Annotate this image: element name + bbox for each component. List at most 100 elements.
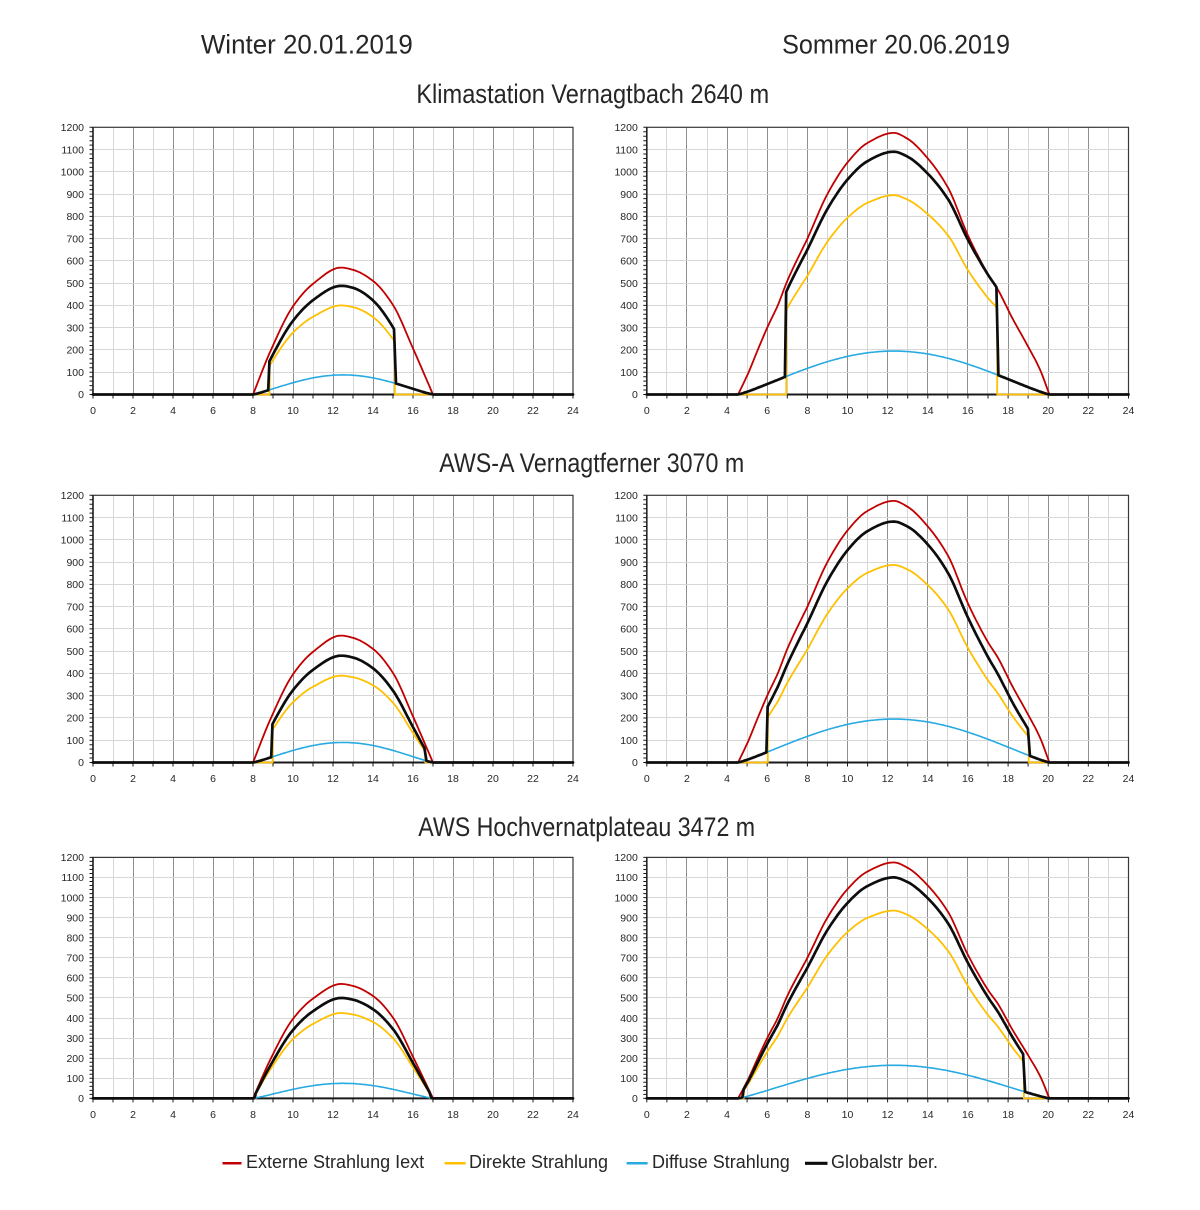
svg-text:14: 14 [922,773,934,785]
svg-text:0: 0 [90,773,96,785]
svg-text:24: 24 [1123,405,1135,417]
svg-text:18: 18 [1002,405,1014,417]
svg-text:16: 16 [962,405,974,417]
svg-text:900: 900 [66,557,84,569]
svg-text:200: 200 [620,1053,638,1065]
svg-text:400: 400 [66,1013,84,1025]
svg-text:16: 16 [962,773,974,785]
svg-text:20: 20 [1042,1109,1054,1121]
svg-text:500: 500 [66,278,84,290]
svg-text:1100: 1100 [615,512,638,524]
svg-text:6: 6 [764,1109,770,1121]
svg-text:16: 16 [407,773,419,785]
svg-text:100: 100 [66,1073,84,1085]
svg-text:14: 14 [367,405,379,417]
svg-text:14: 14 [367,1109,379,1121]
svg-text:1000: 1000 [61,892,85,904]
svg-text:1100: 1100 [61,872,84,884]
svg-text:100: 100 [620,735,638,747]
svg-text:700: 700 [620,601,638,613]
svg-text:100: 100 [66,735,84,747]
svg-text:8: 8 [250,405,256,417]
svg-text:400: 400 [620,1013,638,1025]
svg-text:100: 100 [620,367,638,379]
svg-text:0: 0 [78,389,84,401]
svg-text:22: 22 [527,1109,539,1121]
svg-text:6: 6 [210,773,216,785]
svg-text:4: 4 [170,405,176,417]
svg-text:0: 0 [644,773,650,785]
svg-text:2: 2 [684,405,690,417]
svg-text:20: 20 [487,1109,499,1121]
svg-text:1200: 1200 [614,490,638,502]
svg-text:18: 18 [1002,773,1014,785]
svg-text:Externe Strahlung Iext: Externe Strahlung Iext [246,1152,424,1172]
svg-text:700: 700 [66,233,84,245]
svg-text:1000: 1000 [614,535,638,547]
svg-text:10: 10 [287,1109,299,1121]
svg-text:500: 500 [620,646,638,658]
svg-text:8: 8 [250,1109,256,1121]
svg-text:22: 22 [1082,1109,1094,1121]
svg-text:4: 4 [170,773,176,785]
svg-text:18: 18 [1002,1109,1014,1121]
svg-text:24: 24 [1123,773,1135,785]
svg-text:14: 14 [367,773,379,785]
svg-text:200: 200 [620,713,638,725]
svg-text:700: 700 [66,601,84,613]
svg-text:600: 600 [66,624,84,636]
svg-text:1200: 1200 [61,852,85,864]
svg-text:1200: 1200 [614,122,638,134]
svg-text:0: 0 [90,1109,96,1121]
svg-text:600: 600 [620,256,638,268]
svg-text:1200: 1200 [61,490,85,502]
svg-text:10: 10 [842,405,854,417]
svg-text:6: 6 [210,1109,216,1121]
svg-text:600: 600 [620,624,638,636]
svg-text:200: 200 [66,713,84,725]
svg-text:1200: 1200 [614,852,638,864]
svg-text:10: 10 [287,773,299,785]
svg-text:400: 400 [66,300,84,312]
svg-text:24: 24 [567,405,579,417]
svg-text:4: 4 [724,405,730,417]
svg-text:18: 18 [447,405,459,417]
svg-text:18: 18 [447,773,459,785]
svg-text:22: 22 [1082,405,1094,417]
svg-text:1000: 1000 [61,535,85,547]
svg-text:1200: 1200 [61,122,85,134]
svg-text:800: 800 [66,211,84,223]
svg-text:16: 16 [407,405,419,417]
svg-text:24: 24 [567,773,579,785]
svg-text:800: 800 [66,932,84,944]
svg-text:300: 300 [66,690,84,702]
svg-text:900: 900 [66,189,84,201]
svg-text:0: 0 [632,1093,638,1105]
svg-text:800: 800 [66,579,84,591]
svg-text:900: 900 [620,189,638,201]
svg-text:700: 700 [66,953,84,965]
svg-text:900: 900 [620,912,638,924]
svg-text:100: 100 [620,1073,638,1085]
svg-text:10: 10 [842,1109,854,1121]
svg-text:300: 300 [66,1033,84,1045]
svg-text:500: 500 [66,646,84,658]
svg-text:100: 100 [66,367,84,379]
svg-text:600: 600 [66,256,84,268]
svg-text:8: 8 [804,1109,810,1121]
svg-text:Direkte Strahlung: Direkte Strahlung [469,1152,608,1172]
svg-text:Klimastation Vernagtbach 2640: Klimastation Vernagtbach 2640 m [416,80,769,110]
svg-text:1000: 1000 [614,167,638,179]
svg-text:0: 0 [644,1109,650,1121]
svg-text:800: 800 [620,579,638,591]
svg-text:600: 600 [620,973,638,985]
svg-text:0: 0 [644,405,650,417]
svg-text:10: 10 [287,405,299,417]
svg-text:12: 12 [882,773,894,785]
svg-text:2: 2 [130,405,136,417]
svg-text:8: 8 [804,773,810,785]
svg-text:4: 4 [170,1109,176,1121]
svg-text:900: 900 [66,912,84,924]
svg-text:Globalstr ber.: Globalstr ber. [831,1152,938,1172]
svg-text:300: 300 [620,1033,638,1045]
